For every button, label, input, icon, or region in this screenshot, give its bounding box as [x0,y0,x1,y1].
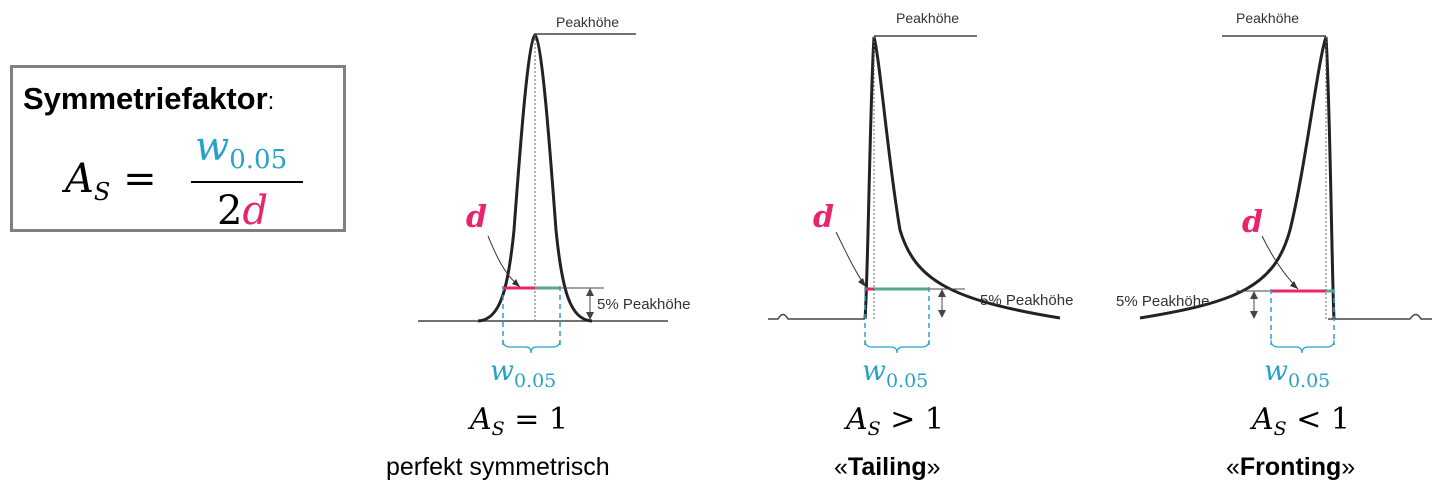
w-brace [1270,339,1335,354]
baseline [768,313,865,320]
numerator-symbol: w [195,124,230,170]
w-brace [864,339,930,354]
formula-lhs: AS = [65,156,157,206]
fraction-bar [191,181,303,183]
caption-fronting: «Fronting» [1226,453,1356,481]
d-pointer [487,235,521,288]
denominator-number: 2 [217,188,243,234]
peak-height-label: Peakhöhe [896,10,960,26]
d-label: d [1242,205,1263,240]
formula-numerator: w0.05 [195,124,287,175]
lhs-subscript: S [93,178,111,206]
five-percent-label: 5% Peakhöhe [980,292,1074,309]
w-label: w0.05 [862,354,929,392]
peak-symmetric [418,33,668,354]
formula-title-text: Symmetriefaktor [23,81,268,116]
five-percent-label: 5% Peakhöhe [597,296,691,313]
peak-height-label: Peakhöhe [1236,10,1300,26]
condition-label: AS < 1 [1252,402,1350,440]
d-pointer [1261,235,1299,290]
five-percent-label: 5% Peakhöhe [1116,293,1210,310]
numerator-subscript: 0.05 [229,145,288,175]
formula-title: Symmetriefaktor: [23,81,274,117]
d-label: d [813,200,834,235]
peak-curve [1139,36,1336,320]
baseline [1328,313,1432,320]
w-label: w0.05 [1264,354,1331,392]
peak-curve [863,36,1061,320]
peak-tailing [768,35,1061,354]
w-brace [502,339,561,354]
condition-label: AS = 1 [470,402,568,440]
condition-label: AS > 1 [846,402,944,440]
formula-box: Symmetriefaktor: AS = w0.05 2d [10,65,346,234]
equals-sign: = [123,156,157,202]
denominator-symbol: d [242,188,269,234]
lhs-symbol: A [65,156,94,202]
caption-tailing: «Tailing» [834,453,941,481]
d-pointer [835,231,867,288]
formula-title-colon: : [267,88,275,115]
formula-denominator: 2d [217,188,268,234]
d-label: d [466,200,487,235]
peak-fronting [1139,35,1432,354]
w-label: w0.05 [490,354,557,392]
caption-symmetric: perfekt symmetrisch [386,453,610,481]
peak-height-label: Peakhöhe [556,14,620,30]
peak-curve [477,33,593,323]
